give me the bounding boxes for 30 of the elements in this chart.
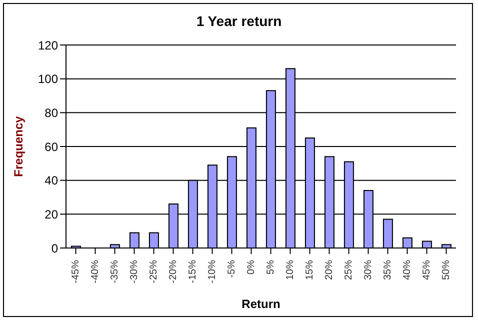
x-tick-label: -15%	[187, 260, 198, 284]
y-tick-label: 20	[44, 207, 58, 222]
y-tick-label: 40	[44, 174, 58, 188]
x-tick-label: -30%	[128, 260, 140, 284]
x-tick-label: -25%	[148, 260, 160, 284]
x-tick-label: 0%	[246, 260, 257, 274]
x-tick-label: 50%	[440, 260, 452, 280]
x-tick-label: -10%	[206, 260, 218, 284]
y-tick-label: 120	[38, 38, 58, 52]
y-axis-title: Frequency	[11, 116, 26, 177]
y-tick-label: 60	[44, 140, 58, 154]
x-tick-label: 40%	[402, 260, 413, 280]
chart-title: 1 Year return	[195, 13, 283, 29]
x-tick-label: -20%	[168, 260, 179, 284]
x-tick-label: 45%	[421, 260, 432, 280]
x-tick-label: -40%	[90, 260, 101, 284]
x-tick-label: 10%	[284, 260, 296, 280]
x-tick-label: -45%	[70, 260, 82, 284]
x-tick-label: 30%	[362, 260, 374, 280]
y-tick-label: 100	[38, 72, 58, 86]
x-tick-label: 35%	[382, 260, 394, 280]
x-tick-label: 5%	[265, 260, 276, 274]
x-axis-title: Return	[242, 297, 280, 311]
x-tick-label: -35%	[109, 260, 120, 284]
x-tick-label: 20%	[324, 260, 335, 280]
x-tick-label: 15%	[304, 260, 316, 280]
x-tick-label: -5%	[226, 260, 238, 278]
x-tick-label: 25%	[343, 260, 354, 280]
y-tick-label: 80	[44, 106, 58, 120]
y-tick-label: 0	[51, 241, 58, 256]
